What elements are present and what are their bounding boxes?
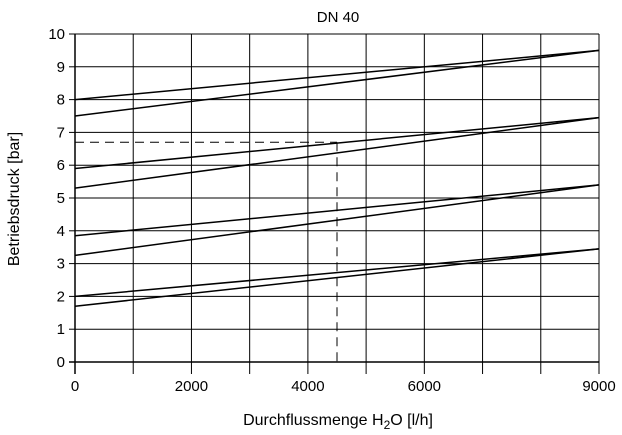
x-tick-labels: 0 2000 4000 6000 9000 bbox=[71, 378, 616, 395]
y-tick-label-8: 8 bbox=[57, 92, 65, 109]
x-axis-label-sub: 2 bbox=[384, 418, 391, 432]
y-tick-label-3: 3 bbox=[57, 256, 65, 273]
y-tick-label-5: 5 bbox=[57, 190, 65, 207]
y-tick-label-2: 2 bbox=[57, 288, 65, 305]
x-tick-label-4: 9000 bbox=[582, 378, 615, 395]
y-tick-label-0: 0 bbox=[57, 354, 65, 371]
chart-title: DN 40 bbox=[317, 9, 360, 26]
y-tick-label-1: 1 bbox=[57, 321, 65, 338]
series-line-2 bbox=[74, 49, 600, 117]
series-line-4 bbox=[74, 116, 600, 189]
x-axis-label: Durchflussmenge H2O [l/h] bbox=[243, 412, 433, 432]
x-tick-label-0: 0 bbox=[71, 378, 79, 395]
x-tick-label-2: 4000 bbox=[291, 378, 324, 395]
y-tick-label-4: 4 bbox=[57, 223, 65, 240]
x-tick-label-1: 2000 bbox=[175, 378, 208, 395]
y-tick-label-10: 10 bbox=[48, 26, 65, 43]
grid bbox=[75, 33, 600, 363]
x-axis-label-main: Durchflussmenge H bbox=[243, 412, 384, 429]
y-tick-labels: 0 1 2 3 4 5 6 7 8 9 10 bbox=[48, 26, 65, 371]
axes bbox=[69, 33, 600, 374]
y-tick-label-7: 7 bbox=[57, 124, 65, 141]
y-tick-label-6: 6 bbox=[57, 157, 65, 174]
y-tick-label-9: 9 bbox=[57, 59, 65, 76]
series-line-1 bbox=[74, 49, 600, 101]
series-line-7 bbox=[74, 248, 600, 298]
y-axis-label: Betriebsdruck [bar] bbox=[6, 132, 23, 266]
x-axis-label-rest: O [l/h] bbox=[390, 412, 433, 429]
x-tick-label-3: 6000 bbox=[408, 378, 441, 395]
dashed-annotation bbox=[75, 141, 338, 362]
